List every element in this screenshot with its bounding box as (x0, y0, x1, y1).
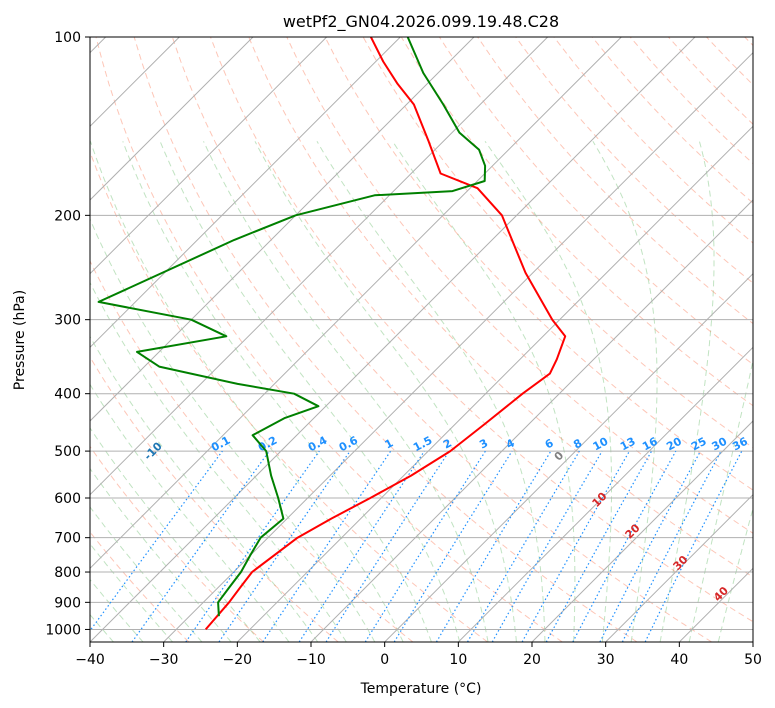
isotherm-line (90, 37, 254, 201)
x-tick-label: 50 (744, 652, 762, 668)
isotherm-line (163, 51, 753, 642)
y-axis-ticks: 1000 900 800 700 600 500 400 300 200 100 (45, 30, 90, 638)
mixing-ratio-lines (90, 450, 743, 642)
mixing-ratio-label: 13 (618, 435, 638, 454)
mixing-ratio-line (298, 450, 425, 642)
x-tick-label: −20 (223, 652, 253, 668)
mixing-ratio-line (545, 450, 653, 642)
plot-frame (89, 36, 754, 643)
dry-adiabat-line (90, 259, 414, 642)
y-tick-label: 900 (54, 595, 81, 611)
isotherm-line (90, 37, 696, 642)
y-tick-label: 800 (54, 565, 81, 581)
isotherm-line (90, 37, 401, 349)
dry-adiabat-line (248, 37, 753, 578)
x-tick-label: 20 (523, 652, 541, 668)
isotherm-line (457, 346, 753, 642)
mixing-ratio-line (393, 450, 513, 642)
mixing-ratio-line (131, 450, 270, 642)
x-tick-label: 10 (449, 652, 467, 668)
isotherm-line (90, 37, 328, 275)
isobars (90, 37, 753, 630)
y-tick-label: 500 (54, 444, 81, 460)
x-axis-ticks: −40 −30 −20 −10 0 10 20 30 40 50 (75, 642, 762, 668)
x-axis-label: Temperature (°C) (360, 681, 482, 697)
mixing-ratio-line (521, 450, 631, 642)
isotherm-line (90, 37, 549, 496)
isotherm-line (384, 272, 753, 642)
x-tick-label: −40 (75, 652, 105, 668)
plot-area: 0.1 0.2 0.4 0.6 1 1.5 2 3 4 6 8 10 13 16 20 25 30 36 -10 0… (90, 37, 753, 642)
profile-series (97, 37, 567, 631)
y-tick-label: 400 (54, 387, 81, 403)
dry-adiabats (90, 37, 753, 642)
mixing-ratio-line (185, 450, 320, 642)
isotherm-line (531, 420, 753, 642)
isotherm-line (605, 493, 753, 642)
isotherms (90, 37, 753, 642)
y-tick-label: 600 (54, 491, 81, 507)
mixing-ratio-line (90, 450, 223, 632)
dry-adiabat-line (95, 37, 563, 642)
mixing-ratio-line (218, 450, 351, 642)
y-tick-label: 1000 (45, 622, 81, 638)
y-tick-label: 100 (54, 30, 81, 46)
x-tick-label: 40 (670, 652, 688, 668)
mixing-ratio-label: 16 (640, 435, 660, 454)
mixing-ratio-line (644, 450, 743, 642)
isotherm-line (90, 37, 622, 570)
isotherm-line (310, 199, 753, 642)
mixing-ratio-label: 20 (664, 435, 684, 454)
mixing-ratio-label: 10 (591, 435, 611, 454)
y-tick-label: 700 (54, 531, 81, 547)
dry-adiabat-line (286, 37, 753, 534)
y-tick-label: 200 (54, 208, 81, 224)
dry-adiabat-line (515, 37, 753, 284)
temperature-profile-line (204, 37, 567, 631)
isotherm-line (90, 37, 475, 422)
mixing-ratio-line (325, 450, 450, 642)
dry-adiabat-line (133, 37, 638, 642)
x-tick-label: 0 (380, 652, 389, 668)
dry-adiabat-line (90, 356, 339, 642)
dry-adiabat-line (324, 37, 753, 491)
mixing-ratio-label: 25 (689, 435, 709, 454)
mixing-ratio-line (262, 450, 392, 642)
x-tick-label: 30 (597, 652, 615, 668)
mixing-ratio-label: 30 (710, 435, 730, 454)
y-tick-label: 300 (54, 313, 81, 329)
dewpoint-profile-line (97, 37, 487, 617)
mixing-ratio-label: 36 (730, 435, 750, 454)
dry-adiabat-line (210, 37, 753, 623)
chart-title: wetPf2_GN04.2026.099.19.48.C28 (283, 12, 559, 32)
x-tick-label: −10 (296, 652, 326, 668)
y-axis-label: Pressure (hPa) (12, 290, 28, 390)
x-tick-label: −30 (149, 652, 179, 668)
mixing-ratio-line (572, 450, 677, 642)
isotherm-line (236, 125, 753, 642)
dry-adiabat-line (171, 37, 712, 642)
